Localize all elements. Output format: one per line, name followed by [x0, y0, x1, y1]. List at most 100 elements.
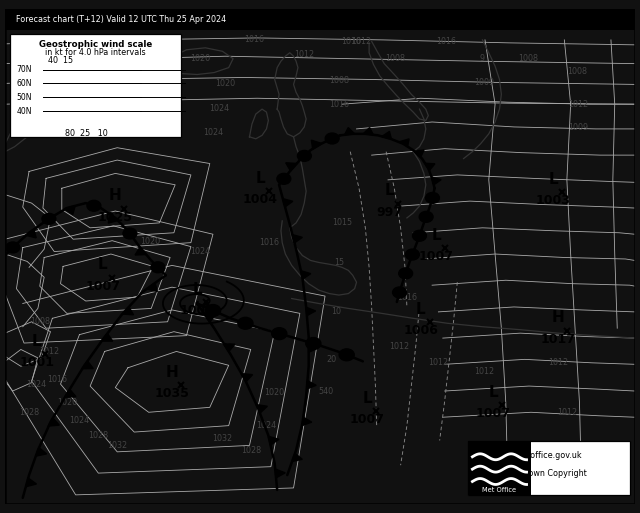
Text: 1032: 1032 — [212, 434, 232, 443]
Polygon shape — [135, 247, 146, 255]
Circle shape — [277, 173, 291, 184]
Text: 1016: 1016 — [436, 37, 456, 46]
Polygon shape — [311, 140, 322, 149]
Text: 1032: 1032 — [107, 441, 127, 450]
Text: 1003: 1003 — [536, 194, 570, 207]
Polygon shape — [108, 214, 119, 223]
Text: L: L — [548, 172, 558, 187]
Polygon shape — [302, 417, 312, 426]
Text: 1012: 1012 — [294, 50, 314, 59]
Text: 1007: 1007 — [85, 280, 120, 293]
Text: 1024: 1024 — [69, 416, 90, 425]
Polygon shape — [65, 206, 75, 214]
Circle shape — [272, 328, 287, 340]
Polygon shape — [283, 199, 293, 207]
Circle shape — [306, 338, 321, 349]
Polygon shape — [257, 405, 268, 413]
Text: Met Office: Met Office — [483, 487, 516, 493]
Polygon shape — [241, 373, 253, 382]
Polygon shape — [292, 453, 302, 461]
Circle shape — [123, 228, 137, 239]
Polygon shape — [36, 447, 47, 456]
Text: 1020: 1020 — [264, 388, 285, 397]
Polygon shape — [425, 163, 435, 170]
Polygon shape — [122, 307, 134, 315]
Text: H: H — [166, 365, 179, 380]
Text: 1012: 1012 — [557, 408, 577, 417]
Text: in kt for 4.0 hPa intervals: in kt for 4.0 hPa intervals — [45, 48, 146, 57]
Text: metoffice.gov.uk: metoffice.gov.uk — [514, 451, 582, 460]
Circle shape — [6, 242, 20, 253]
Text: 50N: 50N — [17, 93, 32, 102]
Text: L: L — [432, 228, 442, 243]
Text: 9: 9 — [480, 54, 485, 63]
Polygon shape — [102, 333, 113, 341]
Text: 1024: 1024 — [209, 104, 229, 113]
Circle shape — [339, 349, 354, 361]
Text: 1012: 1012 — [548, 358, 568, 367]
Polygon shape — [308, 344, 318, 352]
Circle shape — [325, 133, 339, 144]
Polygon shape — [26, 229, 36, 238]
Text: 1004: 1004 — [243, 193, 278, 206]
Text: 1008: 1008 — [518, 54, 538, 63]
Text: 1008: 1008 — [385, 54, 406, 63]
Text: 540: 540 — [319, 386, 334, 396]
Circle shape — [151, 262, 165, 273]
Polygon shape — [269, 436, 279, 445]
Polygon shape — [147, 283, 157, 291]
Text: 1028: 1028 — [241, 446, 260, 455]
Text: 1024: 1024 — [257, 421, 276, 430]
Text: 1024: 1024 — [26, 380, 47, 388]
Text: L: L — [32, 334, 42, 349]
Text: 1028: 1028 — [88, 431, 108, 440]
Text: © Crown Copyright: © Crown Copyright — [509, 468, 587, 478]
Circle shape — [298, 150, 311, 161]
Text: 40  15: 40 15 — [48, 56, 73, 65]
Text: 40N: 40N — [17, 107, 32, 115]
Text: 1008: 1008 — [29, 317, 50, 326]
Circle shape — [42, 213, 56, 224]
Text: L: L — [98, 258, 108, 272]
Text: 1016: 1016 — [329, 100, 349, 109]
Text: 997: 997 — [376, 206, 403, 219]
Text: 1009: 1009 — [568, 124, 588, 132]
Polygon shape — [306, 307, 316, 315]
Polygon shape — [307, 381, 316, 389]
Text: 1012: 1012 — [351, 37, 371, 46]
Text: 1016: 1016 — [342, 37, 362, 46]
Polygon shape — [292, 234, 302, 243]
Circle shape — [392, 287, 406, 298]
Text: 1007: 1007 — [349, 413, 385, 426]
Text: 1009: 1009 — [474, 78, 494, 87]
Circle shape — [238, 318, 253, 329]
Polygon shape — [65, 389, 76, 397]
Text: 1017: 1017 — [541, 332, 575, 346]
Text: 1012: 1012 — [568, 100, 588, 109]
Circle shape — [87, 201, 101, 211]
Text: 1024: 1024 — [190, 247, 211, 256]
Polygon shape — [414, 150, 424, 157]
Polygon shape — [82, 361, 93, 369]
Text: 1012: 1012 — [428, 358, 449, 367]
Text: 1015: 1015 — [332, 219, 352, 227]
Polygon shape — [382, 131, 392, 139]
Text: L: L — [255, 171, 265, 186]
Text: 1020: 1020 — [140, 237, 160, 246]
Text: H: H — [109, 188, 122, 203]
Text: Forecast chart (T+12) Valid 12 UTC Thu 25 Apr 2024: Forecast chart (T+12) Valid 12 UTC Thu 2… — [17, 15, 227, 24]
Text: 1001: 1001 — [19, 357, 54, 369]
Polygon shape — [285, 163, 297, 171]
Text: 1016: 1016 — [244, 35, 264, 45]
Polygon shape — [400, 139, 409, 147]
Text: 1007: 1007 — [180, 305, 214, 318]
Text: L: L — [193, 282, 202, 297]
Text: 1007: 1007 — [476, 407, 511, 420]
Circle shape — [406, 249, 419, 260]
Text: 70N: 70N — [17, 65, 32, 74]
Text: 1008: 1008 — [567, 67, 587, 75]
Text: 15: 15 — [334, 258, 344, 267]
Polygon shape — [301, 271, 311, 279]
Text: L: L — [416, 302, 426, 317]
Text: 1008: 1008 — [329, 76, 349, 86]
